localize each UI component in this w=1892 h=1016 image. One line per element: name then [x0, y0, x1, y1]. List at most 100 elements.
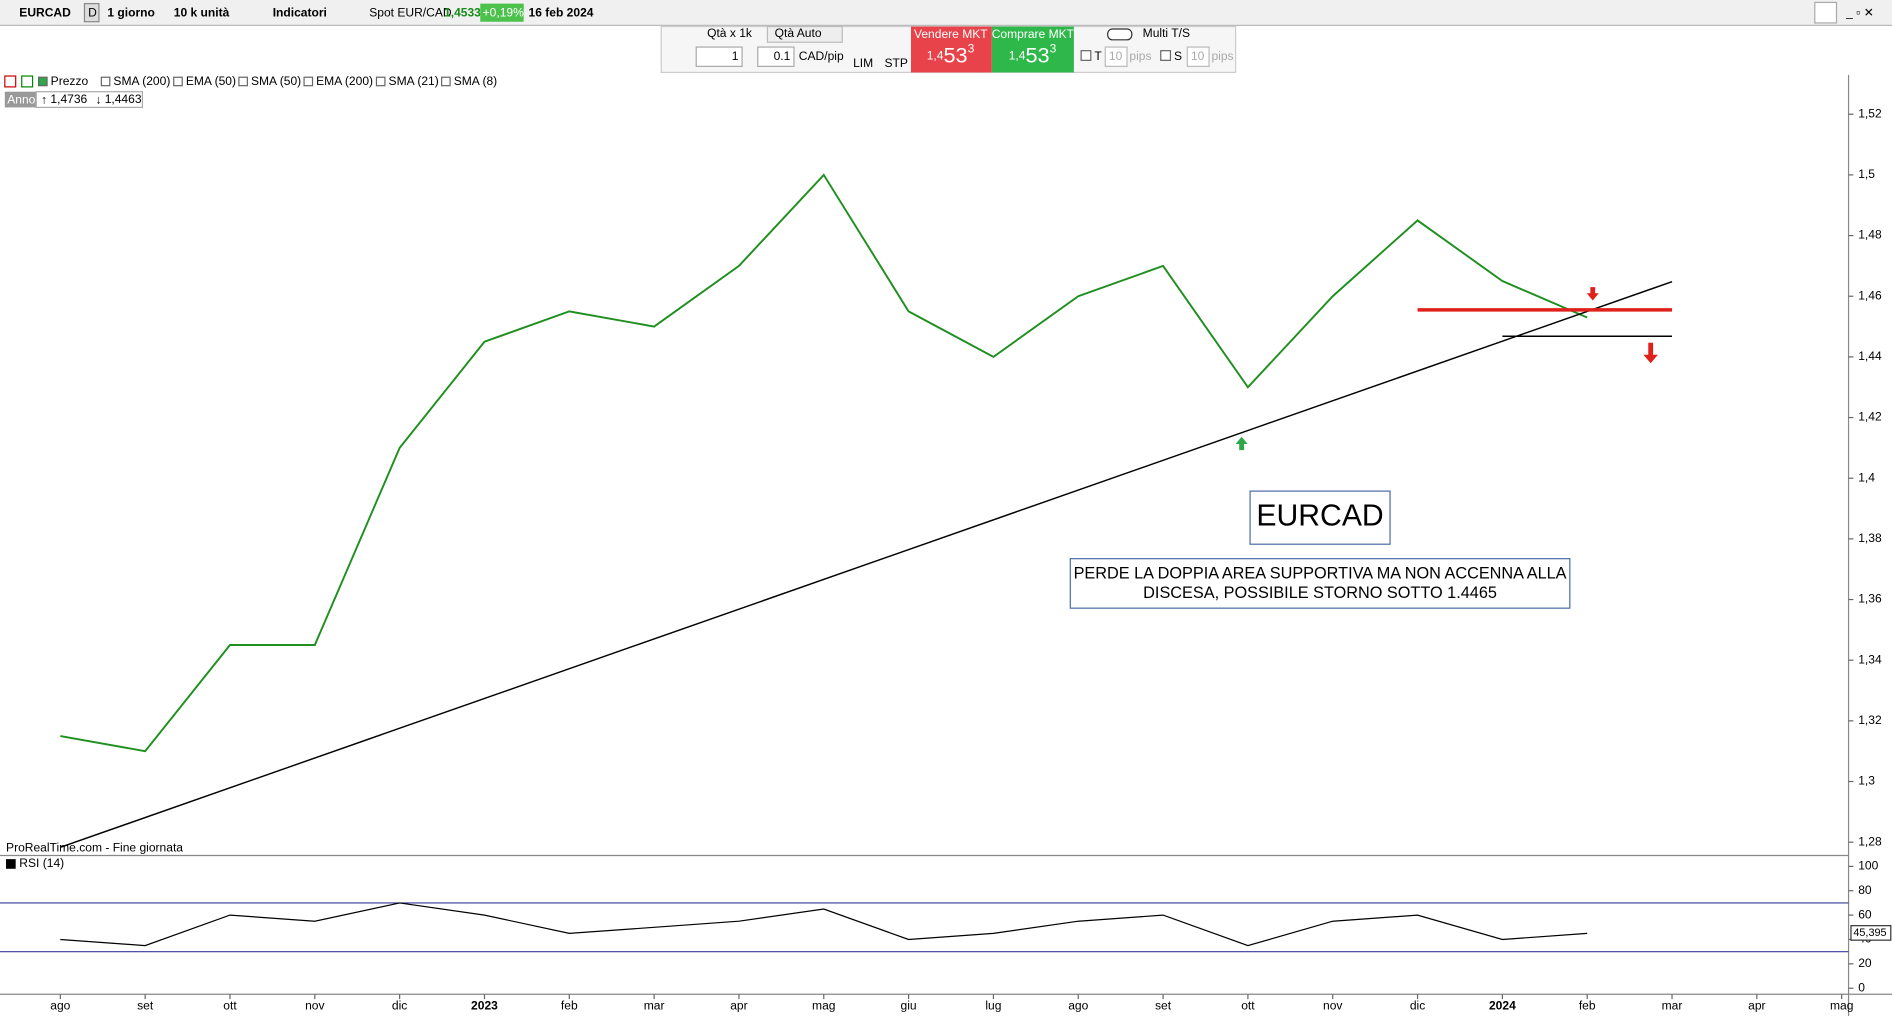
x-tick-label: apr: [1748, 999, 1765, 1013]
x-tick-label: nov: [1323, 999, 1342, 1013]
indicator-checkbox[interactable]: [100, 76, 111, 87]
indicator-checkbox[interactable]: [375, 76, 386, 87]
x-tick-label: dic: [1410, 999, 1425, 1013]
indicator: SMA (50): [251, 74, 301, 88]
x-tick-label: ago: [1068, 999, 1088, 1013]
indicator-checkbox[interactable]: [441, 76, 451, 87]
qty-auto[interactable]: Qtà Auto: [775, 26, 822, 40]
note-line: PERDE LA DOPPIA AREA SUPPORTIVA MA NON A…: [1074, 565, 1567, 583]
y-tick-label: 1,48: [1858, 228, 1882, 242]
indicator-checkbox[interactable]: [303, 76, 314, 87]
multi-ts[interactable]: Multi T/S: [1143, 26, 1190, 40]
x-tick-label: set: [1155, 999, 1172, 1013]
icon: [4, 75, 17, 88]
last-value-box: [1850, 925, 1892, 941]
s[interactable]: S: [1174, 49, 1182, 63]
lim[interactable]: LIM: [853, 56, 873, 70]
t-unit: pips: [1129, 49, 1151, 63]
indicator-checkbox[interactable]: [173, 76, 183, 87]
y-tick-label: 1,34: [1858, 652, 1882, 666]
y-tick-label: 1,38: [1858, 531, 1882, 545]
y-tick-label: 60: [1858, 907, 1872, 921]
x-tick-label: feb: [1579, 999, 1596, 1013]
y-tick-label: 1,42: [1858, 410, 1882, 424]
indicator: EMA (200): [316, 74, 373, 88]
y-tick-label: 1,4: [1858, 470, 1875, 484]
date: 16 feb 2024: [529, 5, 594, 19]
last-value: 45,395: [1853, 927, 1886, 939]
buy-price[interactable]: 1,4533: [1009, 42, 1057, 68]
indicator-bar: Prezzo SMA (200) EMA (50) SMA (50) EMA (200)…: [4, 74, 498, 88]
y-tick-label: 1,44: [1858, 349, 1882, 363]
indicator: SMA (200): [113, 74, 170, 88]
timeframe[interactable]: 1 giorno: [107, 5, 155, 19]
toolbar: [0, 0, 1892, 26]
x-tick-label: lug: [985, 999, 1001, 1013]
s-pips[interactable]: 10: [1191, 49, 1205, 63]
indicators[interactable]: Indicatori: [273, 5, 327, 19]
buy-button[interactable]: [991, 26, 1074, 73]
indicator-checkbox[interactable]: [38, 76, 48, 87]
symbol[interactable]: EURCAD: [19, 5, 71, 19]
indicator: SMA (21): [389, 74, 439, 88]
y-tick-label: 1,28: [1858, 834, 1882, 848]
x-tick-label: 2023: [471, 999, 498, 1013]
icon: [21, 75, 34, 88]
buy-label[interactable]: Comprare MKT: [992, 27, 1075, 41]
instrument: Spot EUR/CAD: [369, 5, 452, 19]
y-tick-label: 1,5: [1858, 167, 1875, 181]
indicator-checkbox[interactable]: [238, 76, 248, 87]
year-low: ↓ 1,4463: [95, 92, 142, 106]
y-tick-label: 80: [1858, 883, 1872, 897]
drawn-line: [60, 280, 1673, 849]
x-tick-label: ott: [223, 999, 237, 1013]
x-tick-label: mag: [812, 999, 835, 1013]
x-tick-label: mar: [1662, 999, 1683, 1013]
indicator: Prezzo: [51, 74, 89, 88]
t-pips[interactable]: 10: [1109, 49, 1123, 63]
y-tick-label: 1,3: [1858, 774, 1875, 788]
y-tick-label: 1,36: [1858, 592, 1882, 606]
indicator: EMA (50): [186, 74, 236, 88]
t[interactable]: T: [1094, 49, 1102, 63]
quantity[interactable]: 10 k unità: [174, 5, 230, 19]
s-unit: pips: [1211, 49, 1233, 63]
x-tick-label: ago: [50, 999, 70, 1013]
up-arrow: [1235, 436, 1248, 451]
x-tick-label: mar: [644, 999, 665, 1013]
x-tick-label: giu: [901, 999, 917, 1013]
title-box-text: EURCAD: [1256, 500, 1383, 533]
sell-button[interactable]: [911, 26, 992, 73]
x-tick-label: nov: [305, 999, 324, 1013]
qty[interactable]: 1: [732, 49, 739, 63]
period-badge[interactable]: D: [88, 5, 97, 19]
x-tick-label: set: [137, 999, 154, 1013]
year-high: ↑ 1,4736: [41, 92, 88, 106]
down-arrow: [1586, 287, 1599, 301]
x-tick-label: dic: [392, 999, 407, 1013]
x-tick-label: apr: [730, 999, 747, 1013]
footer-note: ProRealTime.com - Fine giornata: [6, 840, 183, 854]
series-line: [60, 902, 1588, 947]
change: +0,19%: [483, 5, 524, 19]
indicator: SMA (8): [454, 74, 498, 88]
sell-price[interactable]: 1,4533: [927, 42, 975, 68]
x-tick-label: 2024: [1489, 999, 1516, 1013]
x-tick-label: mag: [1830, 999, 1853, 1013]
title-box: [1249, 490, 1391, 545]
window-controls[interactable]: _ ▫ ✕: [1845, 5, 1874, 19]
x-tick-label: ott: [1241, 999, 1255, 1013]
note-box: [1069, 558, 1571, 609]
y-tick-label: 1,46: [1858, 288, 1882, 302]
sell-label[interactable]: Vendere MKT: [914, 27, 988, 41]
pip-value[interactable]: 0.1: [774, 49, 791, 63]
price: 1,4533: [444, 5, 481, 19]
pip-unit: CAD/pip: [799, 49, 844, 63]
year-label: Anno: [7, 92, 35, 106]
qty-label: Qtà x 1k: [707, 26, 753, 40]
y-tick-label: 100: [1858, 859, 1878, 873]
note-line: DISCESA, POSSIBILE STORNO SOTTO 1.4465: [1143, 584, 1497, 602]
stp[interactable]: STP: [884, 56, 907, 70]
y-tick-label: 0: [1858, 980, 1865, 994]
